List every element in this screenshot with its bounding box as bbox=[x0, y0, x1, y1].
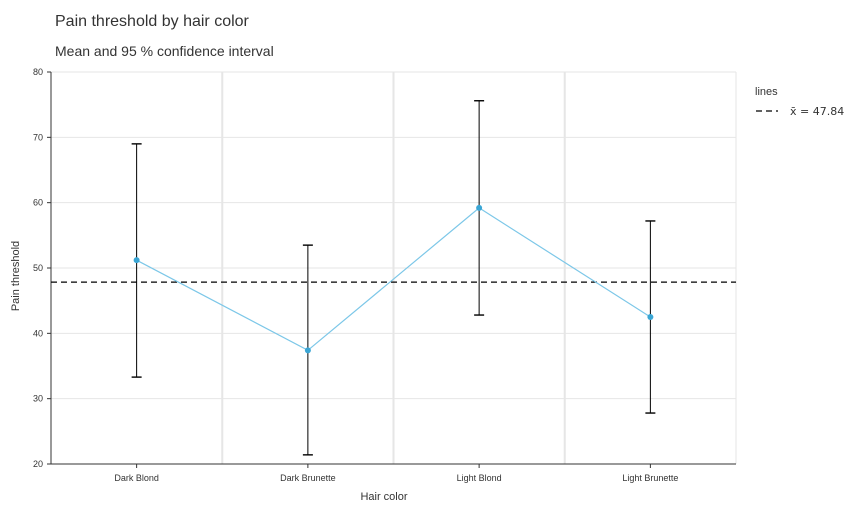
data-point bbox=[133, 257, 140, 264]
x-axis-ticks: Dark Blond Dark Brunette Light Blond Light … bbox=[114, 464, 678, 483]
data-point bbox=[476, 204, 483, 211]
y-tick-label: 80 bbox=[33, 67, 43, 77]
x-tick-label: Light Blond bbox=[457, 473, 502, 483]
chart-subtitle: Mean and 95 % confidence interval bbox=[55, 43, 274, 59]
data-point bbox=[304, 347, 311, 354]
legend-title: lines bbox=[755, 86, 778, 98]
y-tick-label: 50 bbox=[33, 263, 43, 273]
y-tick-label: 30 bbox=[33, 394, 43, 404]
x-tick-label: Light Brunette bbox=[622, 473, 678, 483]
legend-entry-mean: x̄ = 47.84 bbox=[790, 105, 844, 118]
y-tick-label: 60 bbox=[33, 198, 43, 208]
series-line bbox=[136, 207, 651, 352]
legend: lines x̄ = 47.84 bbox=[755, 86, 844, 118]
y-tick-label: 20 bbox=[33, 459, 43, 469]
y-tick-label: 40 bbox=[33, 328, 43, 338]
x-tick-label: Dark Brunette bbox=[280, 473, 336, 483]
series-group bbox=[133, 204, 654, 354]
grid bbox=[51, 71, 737, 465]
x-axis-label: Hair color bbox=[360, 491, 407, 503]
y-tick-label: 70 bbox=[33, 132, 43, 142]
x-tick-label: Dark Blond bbox=[114, 473, 159, 483]
y-axis-label: Pain threshold bbox=[10, 241, 22, 311]
chart-title: Pain threshold by hair color bbox=[55, 13, 250, 30]
y-axis-ticks: 20 30 40 50 60 70 80 bbox=[33, 67, 51, 469]
data-point bbox=[647, 314, 654, 320]
